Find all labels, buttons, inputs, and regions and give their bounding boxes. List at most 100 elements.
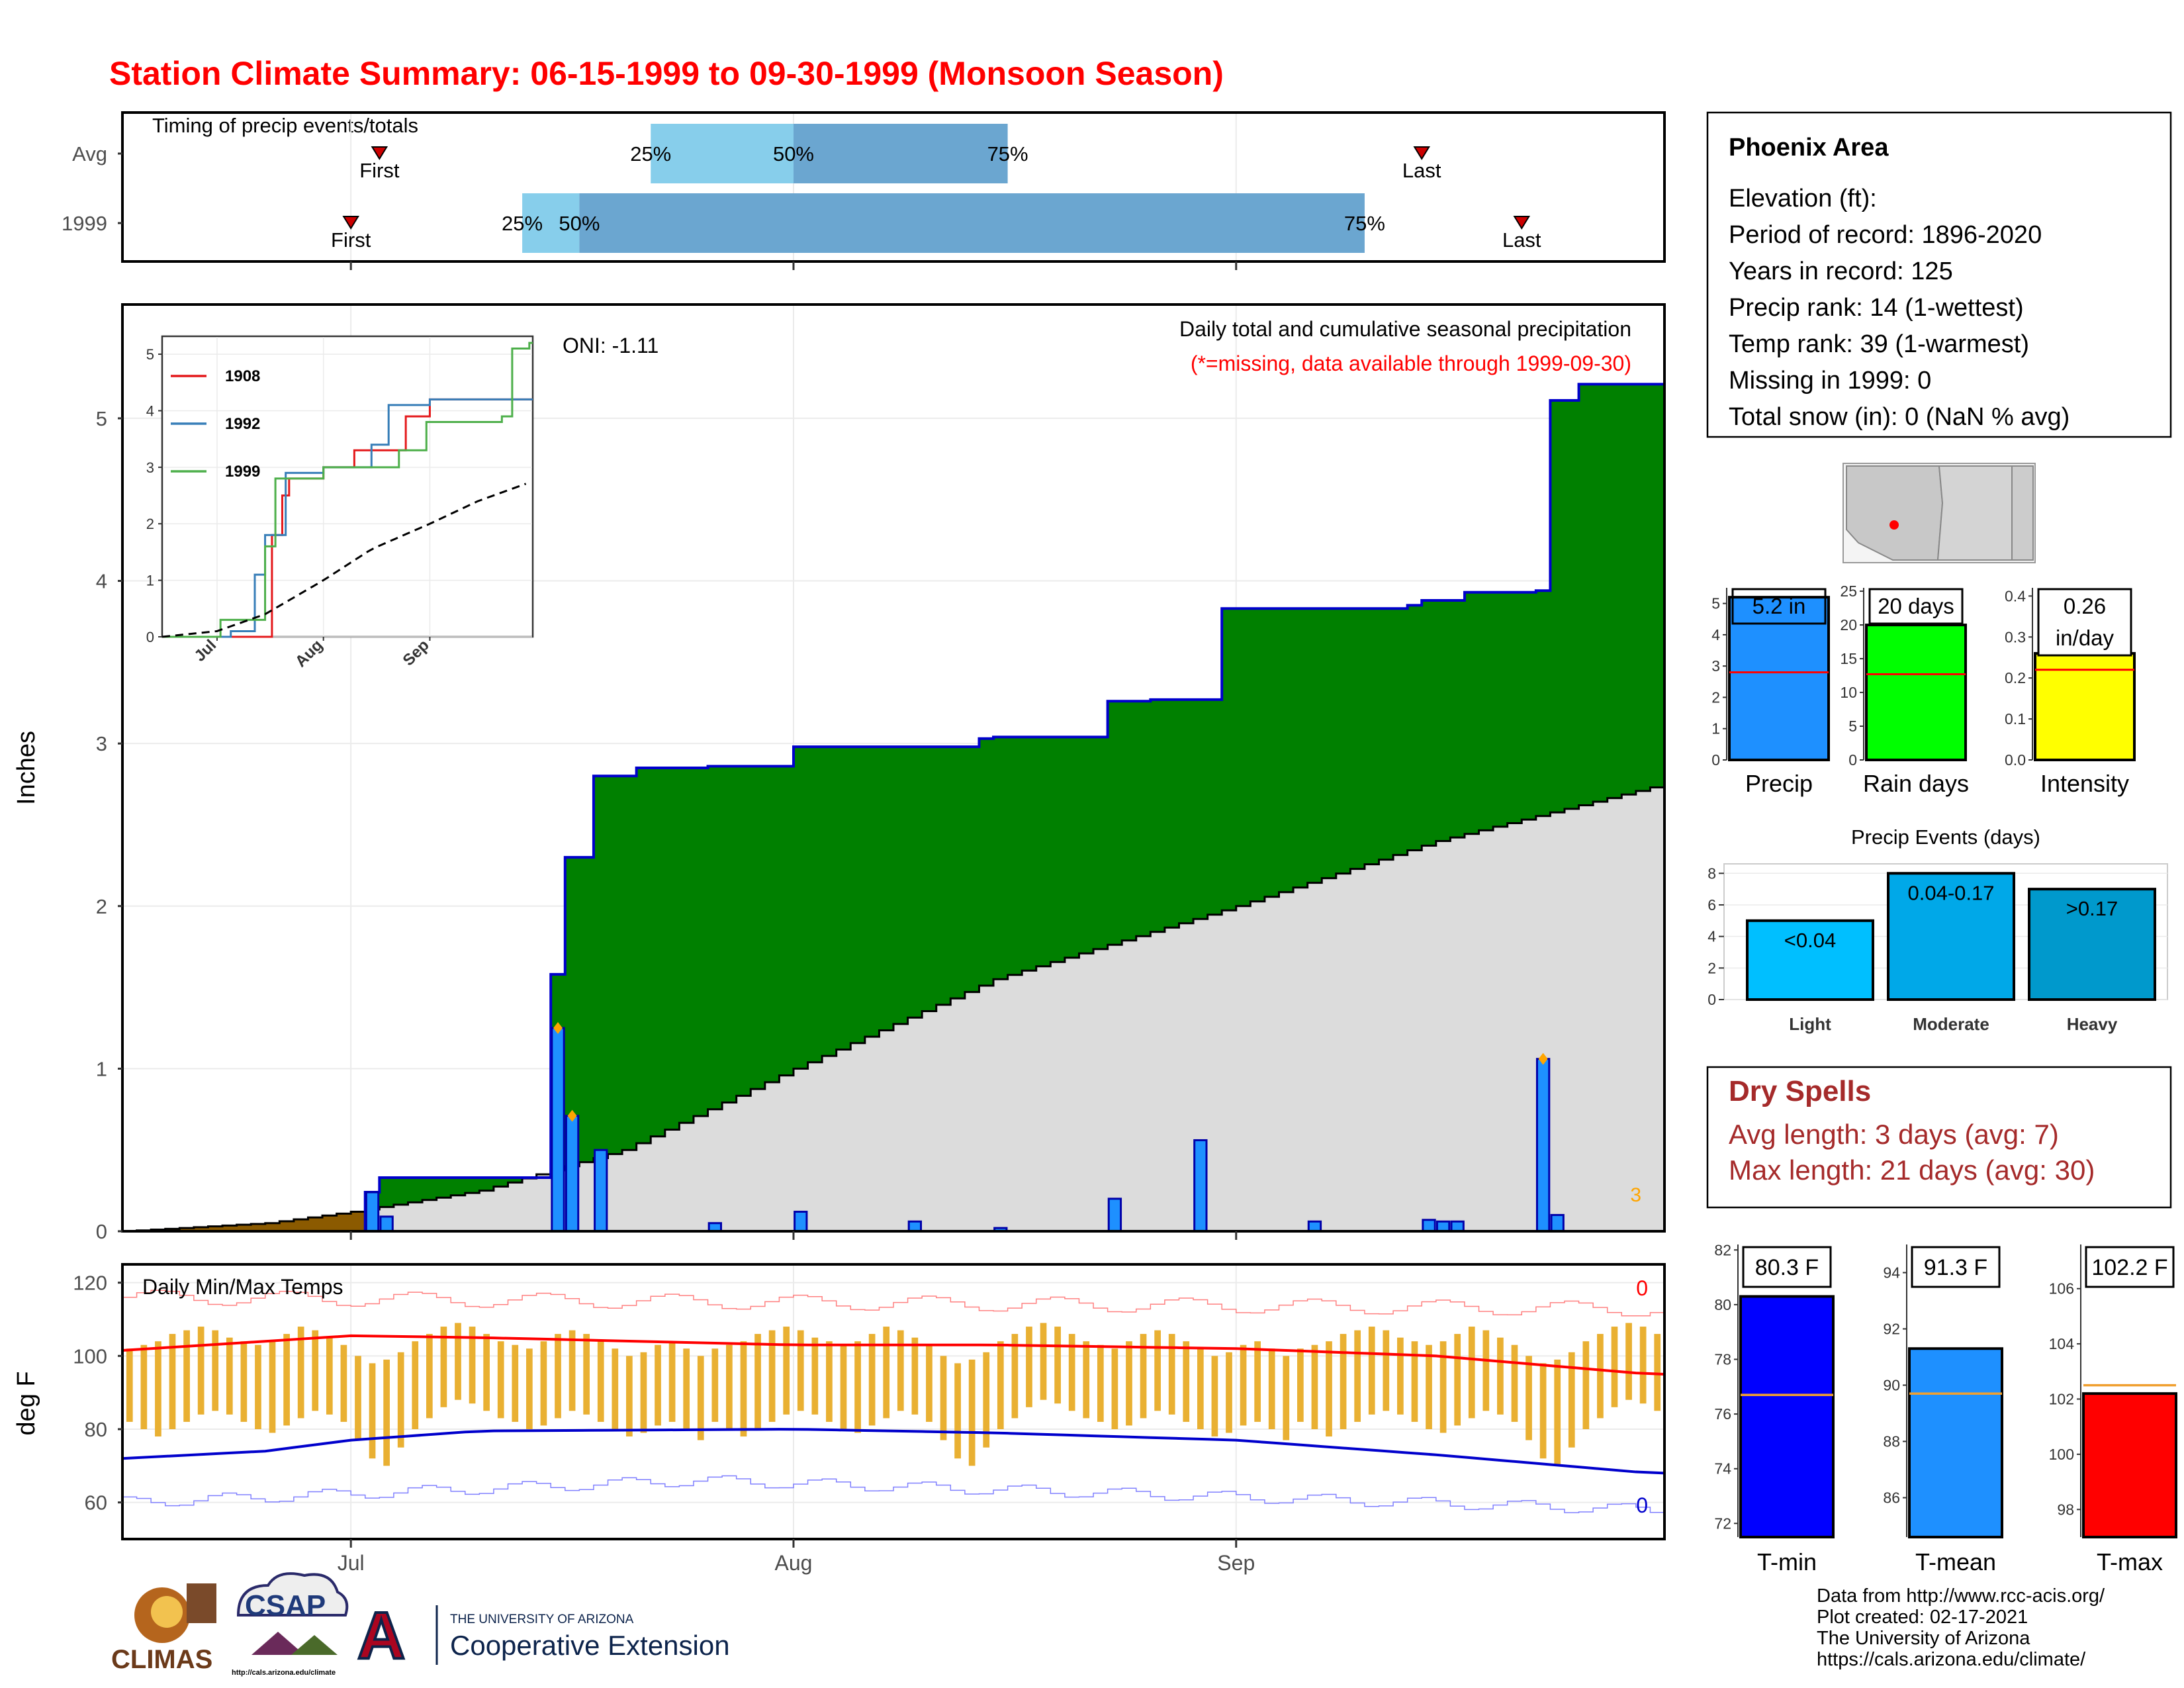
inset-y-tick-label: 1 (146, 573, 154, 589)
temp-summary-bar (2082, 1392, 2177, 1539)
deficit-area (122, 1211, 365, 1231)
events-bar-value: <0.04 (1784, 929, 1836, 952)
station-location-dot (1889, 520, 1899, 530)
events-y-tick-label: 8 (1707, 865, 1716, 882)
events-bar-value: 0.04-0.17 (1908, 881, 1995, 904)
csap-logo: CSAP http://cals.arizona.edu/climate (232, 1572, 349, 1677)
daily-temp-range-bar (497, 1341, 504, 1419)
precip-panel: Inches ONI: -1.11 Daily total and cumula… (13, 303, 1666, 1243)
precip-y-tick-label: 3 (96, 732, 107, 755)
temp-summary-y-tick-label: 106 (2049, 1280, 2074, 1297)
daily-temp-range-bar (1383, 1330, 1390, 1411)
daily-temp-range-bar (326, 1337, 333, 1415)
timing-first-label: First (331, 228, 371, 252)
station-info-box: Phoenix Area Elevation (ft): Period of re… (1706, 111, 2172, 438)
temp-summary-y-tick-label: 72 (1714, 1515, 1731, 1532)
summary-y-tick-label: 0.0 (2005, 751, 2026, 769)
temp-summary-label: T-max (2097, 1548, 2163, 1575)
missing-count: 3 (1630, 1184, 1641, 1206)
timing-box-50-75 (579, 193, 1365, 253)
timing-q75-label: 75% (1344, 212, 1385, 235)
summary-y-tick-label: 0 (1848, 751, 1857, 769)
timing-row-label: 1999 (62, 212, 107, 235)
temp-summary-y-tick-label: 92 (1883, 1321, 1900, 1338)
daily-temp-range-bar (469, 1327, 476, 1404)
daily-temp-range-bar (697, 1356, 704, 1440)
summary-value-unit: in/day (2056, 626, 2115, 650)
climas-logo-text: CLIMAS (111, 1645, 212, 1674)
daily-temp-range-bar (983, 1352, 990, 1448)
dry-spells-avg: Avg length: 3 days (avg: 7) (1729, 1119, 2059, 1150)
page-title: Station Climate Summary: 06-15-1999 to 0… (109, 55, 1224, 92)
temp-summary-label: T-min (1757, 1548, 1817, 1575)
daily-temp-range-bar (683, 1348, 690, 1429)
temp-y-tick-label: 60 (85, 1491, 107, 1515)
events-title: Precip Events (days) (1851, 825, 2040, 849)
daily-precip-bar (1193, 1139, 1208, 1233)
temp-summary-y-tick-label: 104 (2049, 1335, 2075, 1352)
daily-temp-range-bar (1497, 1337, 1504, 1415)
temp-summary-y-tick-label: 82 (1714, 1241, 1731, 1258)
daily-temp-range-bar (868, 1334, 876, 1426)
daily-temp-range-bar (1026, 1327, 1032, 1407)
university-of-arizona-logo: A THE UNIVERSITY OF ARIZONA Cooperative … (356, 1597, 730, 1674)
info-line: Total snow (in): 0 (NaN % avg) (1729, 403, 2070, 431)
info-line: Precip rank: 14 (1-wettest) (1729, 294, 2024, 322)
credit-line-3: The University of Arizona (1817, 1628, 2030, 1649)
daily-temp-range-bar (569, 1330, 576, 1411)
daily-temp-range-bar (1397, 1337, 1404, 1415)
temp-panel: Daily Min/Max Temps 0 0 deg F 60 80 100 120… (13, 1263, 1666, 1575)
summary-y-tick-label: 25 (1840, 583, 1857, 600)
summary-y-tick-label: 4 (1711, 626, 1720, 643)
inset-y-tick-label: 5 (146, 346, 154, 363)
events-y-tick-label: 2 (1707, 959, 1716, 976)
precip-y-tick-label: 2 (96, 895, 107, 918)
inset-y-tick-label: 4 (146, 402, 154, 419)
first-marker-icon (371, 146, 388, 160)
precip-subtitle: Daily total and cumulative seasonal prec… (1179, 317, 1631, 341)
temp-summary-value-box (1742, 1246, 1832, 1288)
month-tick-label: Jul (338, 1551, 365, 1575)
daily-temp-range-bar (1525, 1356, 1532, 1440)
events-bar-label: Light (1789, 1014, 1831, 1034)
last-marker-icon (1413, 146, 1431, 160)
daily-temp-range-bar (1283, 1356, 1290, 1440)
precip-y-tick-label: 0 (96, 1220, 107, 1243)
daily-temp-range-bar (940, 1356, 947, 1440)
summary-bar-label: Precip (1745, 770, 1813, 797)
daily-temp-range-bar (512, 1344, 519, 1422)
daily-temp-range-bar (1111, 1348, 1118, 1429)
daily-temp-range-bar (226, 1337, 233, 1415)
temp-summary-y-tick-label: 80 (1714, 1296, 1731, 1313)
daily-temp-range-bar (1568, 1352, 1575, 1448)
daily-temp-range-bar (826, 1341, 833, 1422)
inset-series-line (162, 342, 533, 638)
daily-temp-range-bar (1326, 1341, 1332, 1437)
dry-spells-title: Dry Spells (1729, 1075, 1871, 1107)
daily-temp-range-bar (240, 1341, 248, 1422)
summary-y-tick-label: 0 (1711, 751, 1720, 769)
flag-diamond-icon (1538, 1053, 1548, 1065)
daily-temp-range-bar (383, 1359, 390, 1466)
summary-value-box (2037, 588, 2132, 657)
temp-title: Daily Min/Max Temps (142, 1275, 343, 1299)
daily-temp-range-bar (1054, 1327, 1061, 1404)
inset-y-tick-label: 0 (146, 629, 154, 645)
month-tick-label: Aug (775, 1551, 813, 1575)
flag-diamond-icon (553, 1021, 563, 1034)
summary-y-tick-label: 0.2 (2005, 669, 2026, 686)
temp-summary-y-tick-label: 88 (1883, 1433, 1900, 1450)
daily-precip-bar (794, 1211, 808, 1233)
temp-summary-value-text: 80.3 F (1755, 1255, 1819, 1280)
daily-precip-bar (1307, 1220, 1322, 1233)
timing-q50-label: 50% (773, 142, 814, 165)
timing-q75-label: 75% (987, 142, 1028, 165)
summary-y-tick-label: 1 (1711, 720, 1720, 737)
info-line: Temp rank: 39 (1-warmest) (1729, 330, 2029, 358)
record-min-line (122, 1475, 1664, 1513)
daily-temp-range-bar (397, 1352, 404, 1448)
csap-logo-text: CSAP (245, 1589, 326, 1622)
temp-summary-y-tick-label: 86 (1883, 1489, 1900, 1507)
timing-panel: Timing of precip events/totals Avg 25% 50%… (62, 111, 1666, 270)
inset-frame (161, 335, 534, 638)
